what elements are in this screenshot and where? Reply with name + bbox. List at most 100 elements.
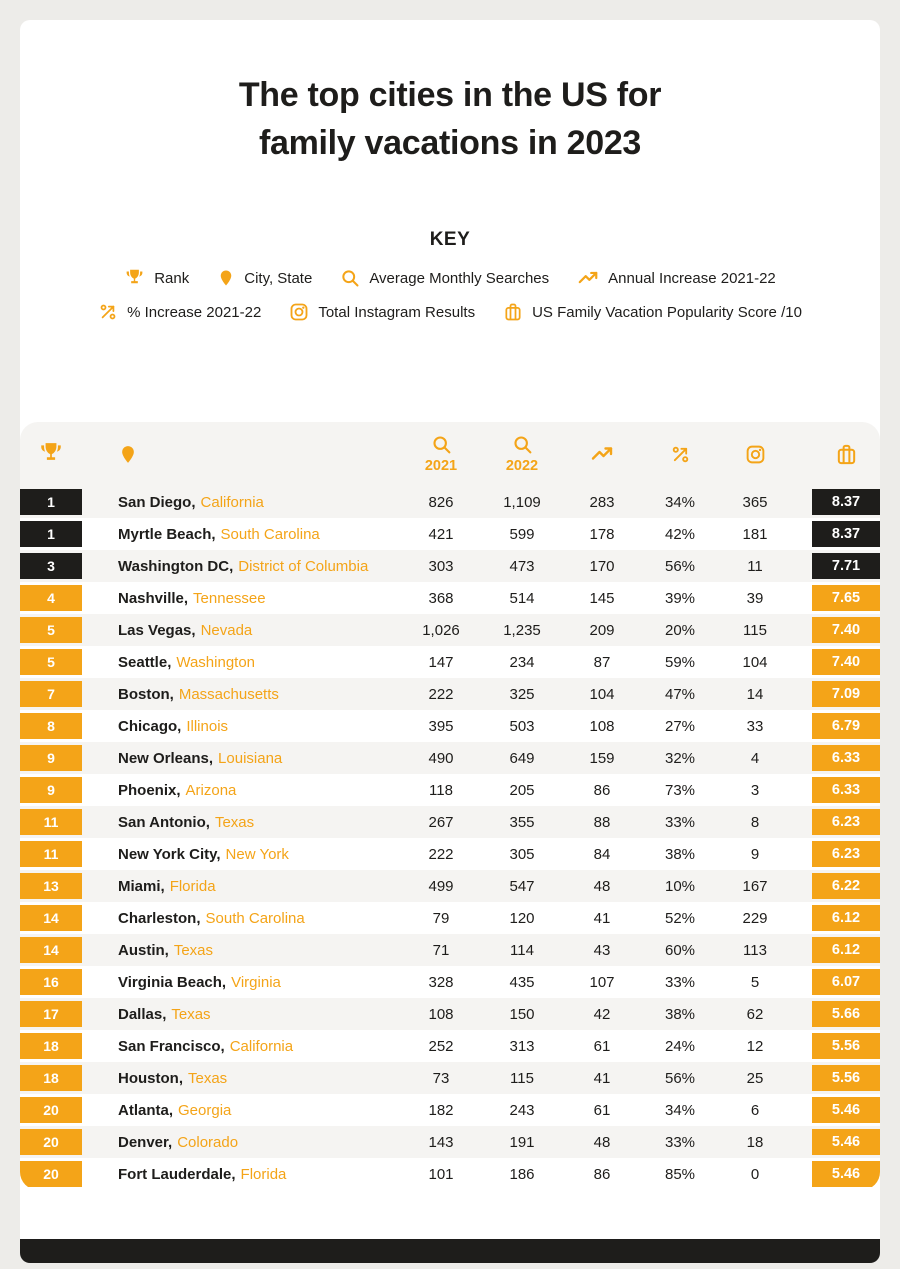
percent-increase-column-header [642,444,718,465]
trophy-icon [38,441,64,467]
score-badge: 6.33 [812,777,880,804]
state-name: Florida [169,877,216,895]
city-name: Nashville, [118,589,189,607]
score-badge: 6.23 [812,841,880,868]
annual-increase-cell: 61 [593,1037,611,1055]
annual-increase-cell: 145 [589,589,615,607]
table-row: 1 Myrtle Beach, South Carolina 421 599 1… [20,518,880,551]
annual-increase-cell: 41 [593,909,611,927]
percent-increase-cell: 10% [664,877,696,895]
searches-2021-cell: 267 [428,813,454,831]
rank-badge: 20 [20,1097,82,1124]
percent-increase-cell: 34% [664,493,696,511]
rank-badge: 7 [20,681,82,708]
rank-badge: 5 [20,617,82,644]
percent-increase-cell: 73% [664,781,696,799]
city-cell: Charleston, South Carolina [82,910,400,927]
searches-2022-cell: 547 [509,877,535,895]
instagram-results-cell: 113 [743,941,767,959]
city-cell: Nashville, Tennessee [82,590,400,607]
table-row: 9 Phoenix, Arizona 118 205 86 73% 3 6.33 [20,774,880,807]
annual-increase-cell: 88 [593,813,611,831]
searches-2022-column-header: 2022 [482,434,562,474]
instagram-results-cell: 0 [750,1165,760,1183]
key-item-avg-searches: Average Monthly Searches [340,268,549,288]
searches-2022-cell: 191 [509,1133,535,1151]
city-name: San Diego, [118,493,196,511]
score-cell: 6.12 [792,905,880,932]
rank-badge: 14 [20,905,82,932]
city-cell: San Diego, California [82,494,400,511]
rank-cell: 9 [20,745,82,772]
score-cell: 7.40 [792,649,880,676]
city-cell: New Orleans, Louisiana [82,750,400,767]
city-name: San Antonio, [118,813,210,831]
instagram-results-cell: 33 [746,717,764,735]
city-name: Miami, [118,877,165,895]
city-cell: Myrtle Beach, South Carolina [82,526,400,543]
table-row: 20 Denver, Colorado 143 191 48 33% 18 5.… [20,1126,880,1158]
annual-increase-column-header [562,442,642,466]
searches-2021-cell: 395 [428,717,454,735]
searches-2022-cell: 205 [509,781,535,799]
score-badge: 5.46 [812,1097,880,1124]
city-name: Las Vegas, [118,621,196,639]
searches-2021-cell: 71 [432,941,450,959]
city-cell: Washington DC, District of Columbia [82,558,400,575]
rank-cell: 14 [20,905,82,932]
table-row: 18 Houston, Texas 73 115 41 56% 25 5.56 [20,1062,880,1094]
rank-badge: 8 [20,713,82,740]
annual-increase-cell: 283 [589,493,615,511]
score-badge: 7.71 [812,553,880,580]
instagram-results-cell: 62 [746,1005,764,1023]
rank-cell: 7 [20,681,82,708]
key-item-city-state: City, State [217,268,312,288]
infographic-card: The top cities in the US for family vaca… [20,20,880,1263]
key-label-instagram: Total Instagram Results [318,303,476,321]
rank-badge: 1 [20,489,82,516]
searches-2021-cell: 222 [428,845,454,863]
percent-increase-cell: 60% [664,941,696,959]
score-badge: 8.37 [812,521,880,548]
searches-2022-cell: 115 [510,1069,534,1087]
key-item-rank: Rank [124,268,189,289]
searches-2021-cell: 499 [428,877,454,895]
searches-2022-cell: 503 [509,717,535,735]
searches-2022-cell: 243 [509,1101,535,1119]
city-column-header [82,443,400,466]
state-name: California [200,493,264,511]
search-2021-label: 2021 [424,458,458,475]
key-label-city-state: City, State [244,269,313,287]
state-name: Georgia [178,1101,232,1119]
table-row: 11 New York City, New York 222 305 84 38… [20,838,880,871]
score-badge: 7.40 [812,649,880,676]
city-cell: Chicago, Illinois [82,718,400,735]
city-cell: Denver, Colorado [82,1134,400,1151]
title-line-2: family vacations in 2023 [258,123,642,162]
searches-2022-cell: 313 [509,1037,535,1055]
rank-cell: 13 [20,873,82,900]
searches-2022-cell: 435 [509,973,535,991]
annual-increase-cell: 209 [589,621,615,639]
score-cell: 6.33 [792,777,880,804]
score-badge: 8.37 [812,489,880,516]
annual-increase-cell: 41 [593,1069,611,1087]
percent-increase-cell: 85% [664,1165,696,1183]
state-name: District of Columbia [238,557,369,575]
trophy-icon [124,268,145,289]
rank-cell: 4 [20,585,82,612]
annual-increase-cell: 84 [593,845,611,863]
location-pin-icon [217,268,235,288]
city-name: Austin, [118,941,169,959]
searches-2022-cell: 120 [509,909,535,927]
state-name: New York [225,845,289,863]
city-name: Virginia Beach, [118,973,227,991]
key-label-rank: Rank [154,269,190,287]
searches-2021-cell: 328 [428,973,454,991]
percent-increase-icon [98,302,118,322]
key-item-popularity-score: US Family Vacation Popularity Score /10 [503,302,802,322]
score-cell: 8.37 [792,521,880,548]
table-row: 5 Las Vegas, Nevada 1,026 1,235 209 20% … [20,614,880,646]
score-cell: 6.22 [792,873,880,900]
percent-increase-cell: 42% [664,525,696,543]
